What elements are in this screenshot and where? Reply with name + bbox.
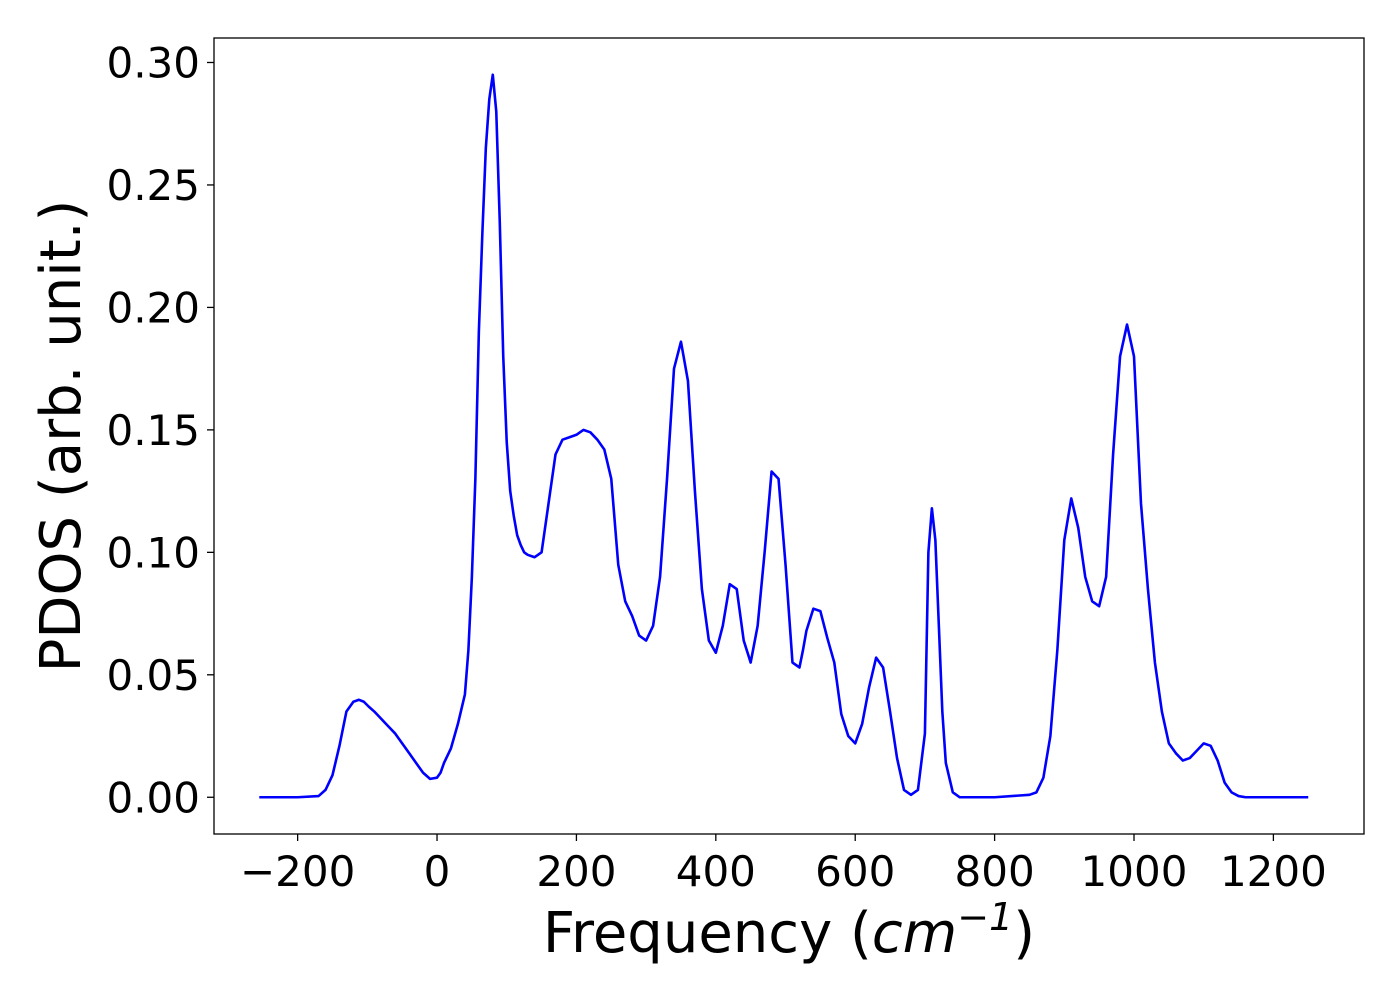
y-tick-label: 0.10 bbox=[106, 528, 200, 577]
x-tick-label: 0 bbox=[424, 847, 451, 896]
y-tick-label: 0.30 bbox=[106, 38, 200, 87]
y-tick-label: 0.20 bbox=[106, 283, 200, 332]
x-axis-ticks: −200 0 200 400 600 800 1000 1200 bbox=[240, 834, 1327, 896]
y-tick-label: 0.25 bbox=[106, 161, 200, 210]
y-tick-label: 0.00 bbox=[106, 773, 200, 822]
x-axis-label-main: Frequency ( bbox=[543, 901, 872, 966]
y-axis-ticks: 0.00 0.05 0.10 0.15 0.20 0.25 0.30 bbox=[106, 38, 214, 822]
x-tick-label: −200 bbox=[240, 847, 355, 896]
y-tick-label: 0.15 bbox=[106, 406, 200, 455]
plot-frame bbox=[213, 37, 1365, 835]
y-axis-label: PDOS (arb. unit.) bbox=[29, 200, 94, 673]
x-axis-label: Frequency (cm−1) bbox=[543, 895, 1035, 966]
x-axis-label-close: ) bbox=[1013, 901, 1035, 966]
x-tick-label: 1200 bbox=[1220, 847, 1327, 896]
x-tick-label: 1000 bbox=[1081, 847, 1188, 896]
x-tick-label: 800 bbox=[955, 847, 1035, 896]
plot-layer bbox=[259, 73, 1309, 799]
y-tick-label: 0.05 bbox=[106, 651, 200, 700]
x-tick-label: 200 bbox=[536, 847, 616, 896]
x-axis-label-exponent: −1 bbox=[957, 895, 1013, 939]
x-axis-label-unit: cm bbox=[872, 901, 957, 966]
x-tick-label: 600 bbox=[815, 847, 895, 896]
x-tick-label: 400 bbox=[676, 847, 756, 896]
series-line-0 bbox=[259, 73, 1309, 799]
